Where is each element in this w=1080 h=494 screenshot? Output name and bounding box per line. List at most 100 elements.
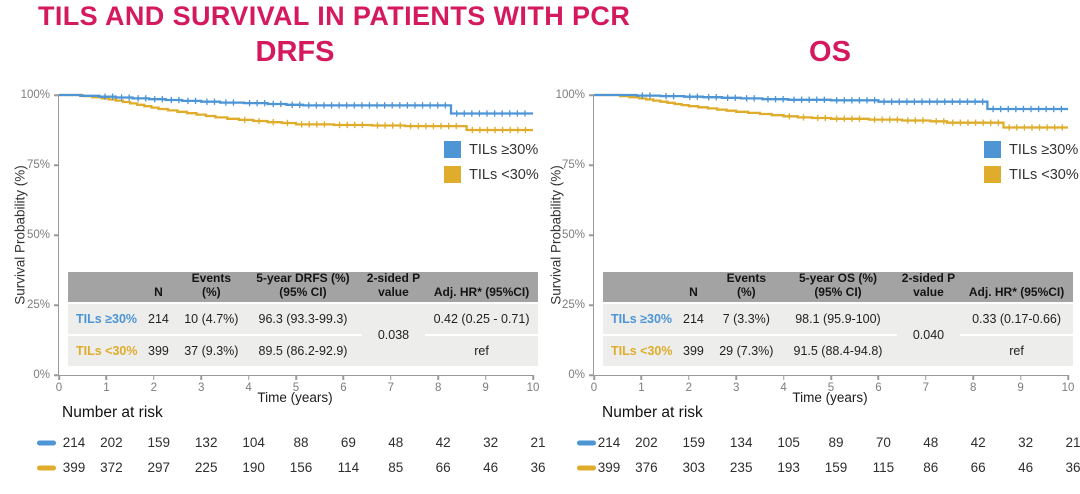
y-tick-label: 75% [561,159,585,171]
x-tick-mark [200,375,202,380]
stats-cell-hr: ref [425,336,538,366]
risk-row-tils-high: 214 202 159 132 104 88 69 48 42 32 21 [0,434,546,452]
x-tick-mark [105,375,108,380]
risk-count: 156 [289,460,313,475]
x-tick-mark [1019,375,1022,380]
km-curves [594,92,1068,131]
x-tick-label: 0 [55,382,63,394]
stats-cell-hr: 0.33 (0.17-0.66) [960,304,1073,334]
risk-marker-yellow [37,465,56,471]
risk-count: 202 [635,435,658,450]
y-axis-label: Survival Probability (%) [12,165,28,305]
stats-table-drfs: N Events (%) 5-year DRFS (%) (95% CI) 2-… [68,271,538,366]
x-tick-label: 4 [245,382,252,394]
risk-count: 105 [777,435,800,450]
legend-label: TILs <30% [1009,166,1079,183]
x-tick-label: 6 [875,382,882,394]
panel-title-os: OS [809,36,851,68]
number-at-risk-title: Number at risk [602,404,703,421]
risk-count: 66 [970,460,986,475]
stats-row-label: TILs <30% [603,336,674,366]
risk-marker-blue [577,440,596,446]
km-curves [59,93,533,134]
km-curve-tils-low [59,93,533,134]
risk-count: 214 [597,435,621,450]
km-plot-drfs: 100% 75% 50% 25% 0% 0 1 2 3 4 5 6 7 8 9 10 [21,89,540,394]
x-tick-label: 5 [827,382,835,394]
panel-drfs: DRFS Survival Probability (%) 100% 75% 50%… [0,36,546,475]
risk-count: 132 [194,435,218,450]
risk-count: 134 [729,435,753,450]
x-tick-mark [342,375,345,380]
stats-cell-estimate: 98.1 (95.9-100) [779,304,897,334]
x-tick-label: 10 [1061,382,1075,394]
y-tick-mark [54,234,59,236]
y-tick-label: 0% [568,369,585,381]
stats-cell-n: 214 [138,304,179,334]
x-tick-label: 6 [340,382,347,394]
legend-entry-tils-low: TILs <30% [984,166,1079,183]
y-tick-mark [589,164,594,166]
risk-count: 399 [597,460,621,475]
x-tick-label: 5 [292,382,300,394]
y-tick-mark [589,234,594,236]
km-plot-os: 100% 75% 50% 25% 0% 0 1 2 3 4 5 6 7 8 9 10 [556,89,1075,394]
stats-cell-estimate: 91.5 (88.4-94.8) [779,336,897,366]
y-tick-label: 25% [561,299,585,311]
risk-count: 214 [62,435,86,450]
x-tick-label: 3 [732,382,740,394]
risk-count: 42 [435,435,451,450]
y-tick-mark [589,94,594,96]
x-tick-mark [735,375,737,380]
x-tick-mark [688,375,690,380]
legend-label: TILs ≥30% [469,141,539,158]
x-tick-mark [247,375,250,380]
risk-count: 193 [777,460,800,475]
stats-cell-events: 37 (9.3%) [178,336,245,366]
x-tick-mark [925,375,927,380]
legend: TILs ≥30% TILs <30% [444,141,539,183]
legend: TILs ≥30% TILs <30% [984,141,1079,183]
number-at-risk-title: Number at risk [62,404,163,421]
legend-label: TILs ≥30% [1009,141,1079,158]
stats-cell-pvalue: 0.038 [361,304,426,366]
risk-marker-blue [37,440,56,446]
slide-title: TILS AND SURVIVAL IN PATIENTS WITH PCR [38,1,631,31]
risk-marker-yellow [577,465,596,471]
risk-count: 225 [194,460,218,475]
risk-count: 89 [828,435,844,450]
stats-cell-events: 10 (4.7%) [178,304,245,334]
stats-cell-n: 399 [138,336,179,366]
x-axis-title: Time (years) [792,390,868,405]
x-tick-mark [830,375,832,380]
stats-header-hr: Adj. HR* (95%CI) [960,272,1073,302]
risk-count: 86 [923,460,939,475]
x-axis-title: Time (years) [257,390,333,405]
legend-swatch-yellow [984,166,1001,183]
legend-entry-tils-high: TILs ≥30% [984,141,1079,158]
x-tick-label: 0 [590,382,598,394]
risk-count: 48 [388,435,404,450]
stats-header-estimate: 5-year DRFS (%) (95% CI) [244,271,362,302]
risk-count: 46 [1018,460,1034,475]
y-tick-label: 0% [33,369,50,381]
x-tick-label: 8 [969,382,977,394]
y-tick-label: 50% [26,229,50,241]
stats-cell-events: 29 (7.3%) [713,336,780,366]
risk-count: 114 [337,460,360,475]
x-tick-label: 7 [387,382,394,394]
risk-row-tils-high: 214 202 159 134 105 89 70 48 42 32 21 [540,434,1080,452]
stats-cell-pvalue: 0.040 [896,304,961,366]
x-tick-label: 8 [434,382,442,394]
x-tick-label: 2 [150,382,157,394]
x-tick-label: 4 [780,382,787,394]
risk-count: 297 [147,460,171,475]
legend-entry-tils-high: TILs ≥30% [444,141,539,158]
risk-count: 66 [435,460,451,475]
x-tick-label: 3 [197,382,205,394]
x-tick-mark [532,375,534,380]
risk-count: 399 [62,460,86,475]
x-tick-mark [153,375,155,380]
x-tick-mark [640,375,643,380]
y-tick-mark [589,374,594,376]
